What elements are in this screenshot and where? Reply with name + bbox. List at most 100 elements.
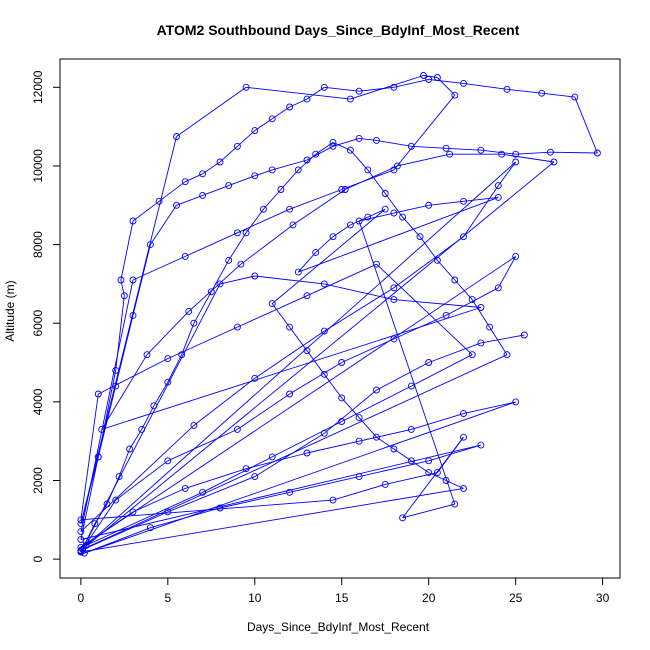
data-point <box>233 229 241 237</box>
data-point <box>355 87 363 95</box>
data-point <box>260 205 267 213</box>
data-point <box>460 433 467 441</box>
data-point <box>173 201 180 209</box>
series-line-segment <box>153 381 169 407</box>
data-point <box>425 359 433 366</box>
data-point <box>446 150 454 158</box>
data-point <box>112 496 120 504</box>
data-point <box>494 182 502 190</box>
series-line-segment <box>463 401 516 415</box>
series-line-segment <box>271 421 342 458</box>
data-point <box>251 272 259 280</box>
x-tick-label: 15 <box>335 591 349 605</box>
data-point <box>442 311 450 319</box>
data-point <box>117 276 125 284</box>
data-point <box>381 480 389 488</box>
data-point <box>390 166 398 174</box>
series-line-segment <box>129 429 143 450</box>
series-line-segment <box>254 432 325 477</box>
series-line-segment <box>376 263 473 356</box>
series-line-segment <box>271 303 290 328</box>
data-point <box>477 441 485 449</box>
data-point <box>115 473 123 481</box>
data-point <box>150 402 158 410</box>
series-line-segment <box>446 147 481 151</box>
data-point <box>346 95 354 103</box>
series-line-segment <box>240 224 294 265</box>
series-line-segment <box>80 487 464 553</box>
y-tick-label: 0 <box>31 555 45 562</box>
series-line-segment <box>115 315 134 387</box>
series-line-segment <box>193 291 212 324</box>
series-line-segment <box>376 436 395 450</box>
x-tick-label: 25 <box>509 591 523 605</box>
series-line-segment <box>271 106 290 120</box>
series-line-segment <box>541 92 575 98</box>
series-line-segment <box>402 216 421 237</box>
data-point <box>320 370 328 378</box>
series-line-segment <box>324 283 394 301</box>
data-point <box>185 307 193 315</box>
series-line-segment <box>254 118 273 131</box>
data-point <box>338 394 346 402</box>
series-line-segment <box>411 354 473 387</box>
series-line-segment <box>376 362 429 391</box>
series-line-segment <box>402 503 455 519</box>
series-line-segment <box>115 460 169 501</box>
series-line-segment <box>132 255 186 281</box>
series-line-segment <box>306 145 334 161</box>
data-point <box>364 166 372 174</box>
data-point <box>312 150 320 158</box>
series-line-segment <box>323 374 343 399</box>
series-line-segment <box>480 149 516 155</box>
data-point <box>146 524 154 532</box>
data-point <box>425 75 433 83</box>
data-point <box>286 205 294 213</box>
data-point <box>94 390 102 398</box>
data-point <box>390 296 398 304</box>
data-point <box>390 83 398 91</box>
series-line-segment <box>246 86 351 100</box>
data-point <box>268 166 276 174</box>
series-line-segment <box>480 334 525 344</box>
data-point <box>451 91 459 99</box>
series-line-segment <box>167 428 238 462</box>
data-point <box>442 144 450 152</box>
series-line-segment <box>80 425 195 532</box>
data-point <box>373 260 380 268</box>
series-line-segment <box>245 208 264 234</box>
data-point <box>433 469 441 477</box>
data-point <box>207 288 215 296</box>
series-line-segment <box>85 491 203 546</box>
y-axis-label: Altitude (m) <box>3 280 17 341</box>
series-line-segment <box>306 263 377 297</box>
data-point <box>407 382 415 390</box>
series-line-segment <box>471 299 490 328</box>
data-point <box>571 93 579 101</box>
series-line-segment <box>550 151 598 154</box>
series-line-segment <box>411 145 447 149</box>
data-point <box>126 445 134 453</box>
data-point <box>355 217 363 225</box>
series-line-segment <box>202 161 221 175</box>
series-line-segment <box>237 393 290 430</box>
data-point <box>251 127 259 135</box>
data-point <box>329 142 337 150</box>
series-line-segment <box>315 142 334 155</box>
x-axis-label: Days_Since_BdyInf_Most_Recent <box>247 620 430 634</box>
series-line-segment <box>345 165 398 190</box>
series-line-segment <box>80 161 555 551</box>
data-point <box>390 284 398 292</box>
series-line-segment <box>298 196 499 273</box>
data-point <box>112 366 120 374</box>
series-line-segment <box>80 511 168 551</box>
data-point <box>503 351 511 359</box>
data-point <box>77 536 85 543</box>
data-point <box>94 453 102 461</box>
series-line-segment <box>324 86 360 92</box>
data-point <box>477 304 485 311</box>
data-point <box>120 292 128 300</box>
data-point <box>199 170 207 178</box>
